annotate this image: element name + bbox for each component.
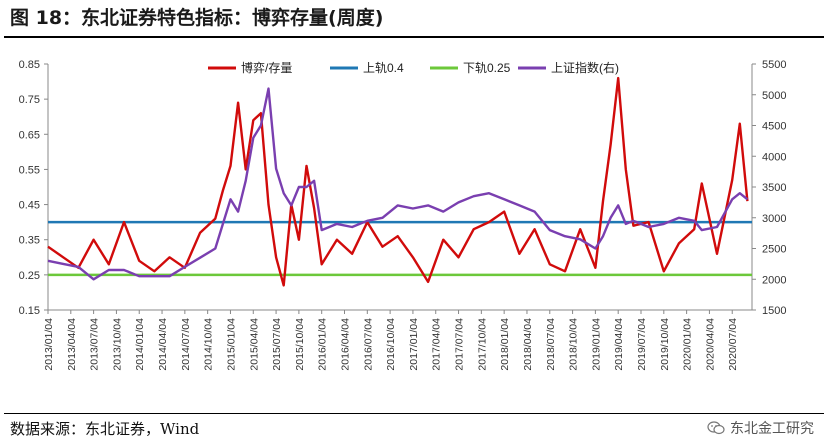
- x-tick-label: 2019/07/04: [636, 318, 648, 371]
- legend-label: 博弈/存量: [241, 60, 292, 75]
- game-stock-ratio-line: [47, 76, 749, 287]
- right-tick-label: 5500: [762, 59, 786, 71]
- right-axis-ticks: 5500 5000 4500 4000 3500 3000 2500 2000 1500: [752, 59, 786, 317]
- x-tick-label: 2015/07/04: [271, 318, 283, 371]
- x-tick-label: 2013/07/04: [89, 318, 101, 371]
- watermark-text: 东北金工研究: [730, 421, 814, 437]
- left-tick-label: 0.15: [19, 305, 40, 317]
- x-tick-label: 2019/01/04: [590, 318, 602, 371]
- x-tick-label: 2013/04/04: [66, 318, 78, 371]
- footer-divider: [4, 413, 824, 414]
- axis-frame: [47, 64, 753, 311]
- right-tick-label: 4000: [762, 151, 786, 163]
- x-tick-label: 2020/07/04: [727, 318, 739, 371]
- sh-index-line: [47, 87, 749, 281]
- x-tick-label: 2014/04/04: [157, 318, 169, 371]
- left-tick-label: 0.85: [19, 59, 40, 71]
- x-tick-label: 2014/10/04: [203, 318, 215, 371]
- x-tick-label: 2013/01/04: [43, 318, 55, 371]
- left-tick-label: 0.75: [19, 94, 40, 106]
- wechat-icon: [707, 421, 725, 435]
- left-axis-ticks: 0.85 0.75 0.65 0.55 0.45 0.35 0.25 0.15: [19, 59, 48, 317]
- x-tick-label: 2020/04/04: [704, 318, 716, 371]
- left-tick-label: 0.55: [19, 164, 40, 176]
- x-tick-label: 2017/10/04: [476, 318, 488, 371]
- x-tick-label: 2015/01/04: [225, 318, 237, 371]
- x-tick-label: 2016/10/04: [385, 318, 397, 371]
- x-tick-label: 2019/10/04: [659, 318, 671, 371]
- x-tick-label: 2014/07/04: [180, 318, 192, 371]
- legend-label: 上证指数(右): [551, 60, 619, 75]
- series-lines: [47, 76, 749, 287]
- title-divider: [4, 36, 824, 38]
- right-tick-label: 1500: [762, 305, 786, 317]
- x-tick-label: 2019/04/04: [613, 318, 625, 371]
- bands: [48, 220, 752, 277]
- x-tick-label: 2018/01/04: [499, 318, 511, 371]
- x-tick-label: 2016/04/04: [340, 318, 352, 371]
- right-tick-label: 2500: [762, 244, 786, 256]
- x-tick-label: 2016/07/04: [362, 318, 374, 371]
- x-tick-label: 2017/01/04: [408, 318, 420, 371]
- right-tick-label: 3500: [762, 182, 786, 194]
- x-tick-label: 2017/07/04: [454, 318, 466, 371]
- right-tick-label: 2000: [762, 274, 786, 286]
- x-tick-label: 2015/10/04: [294, 318, 306, 371]
- chart-title: 图 18：东北证券特色指标：博弈存量(周度): [10, 7, 384, 29]
- right-tick-label: 5000: [762, 90, 786, 102]
- legend-label: 下轨0.25: [463, 61, 511, 75]
- x-tick-label: 2014/01/04: [134, 318, 146, 371]
- x-tick-label: 2018/07/04: [545, 318, 557, 371]
- left-tick-label: 0.65: [19, 129, 40, 141]
- x-tick-label: 2020/01/04: [682, 318, 694, 371]
- x-tick-label: 2018/10/04: [568, 318, 580, 371]
- watermark: 东北金工研究: [707, 418, 814, 438]
- left-tick-label: 0.25: [19, 270, 40, 282]
- chart: 0.85 0.75 0.65 0.55 0.45 0.35 0.25 0.15 5500 500…: [19, 59, 787, 371]
- x-tick-label: 2018/04/04: [522, 318, 534, 371]
- data-source: 数据来源：东北证券，Wind: [10, 420, 200, 438]
- left-tick-label: 0.35: [19, 235, 40, 247]
- x-tick-label: 2017/04/04: [431, 318, 443, 371]
- x-axis-ticks: 2013/01/04 2013/04/04 2013/07/04 2013/10/04…: [43, 310, 739, 371]
- x-tick-label: 2016/01/04: [317, 318, 329, 371]
- right-tick-label: 4500: [762, 121, 786, 133]
- left-tick-label: 0.45: [19, 200, 40, 212]
- legend-label: 上轨0.4: [363, 61, 404, 75]
- legend: 博弈/存量 上轨0.4 下轨0.25 上证指数(右): [208, 60, 619, 75]
- right-tick-label: 3000: [762, 213, 786, 225]
- x-tick-label: 2013/10/04: [111, 318, 123, 371]
- x-tick-label: 2015/04/04: [248, 318, 260, 371]
